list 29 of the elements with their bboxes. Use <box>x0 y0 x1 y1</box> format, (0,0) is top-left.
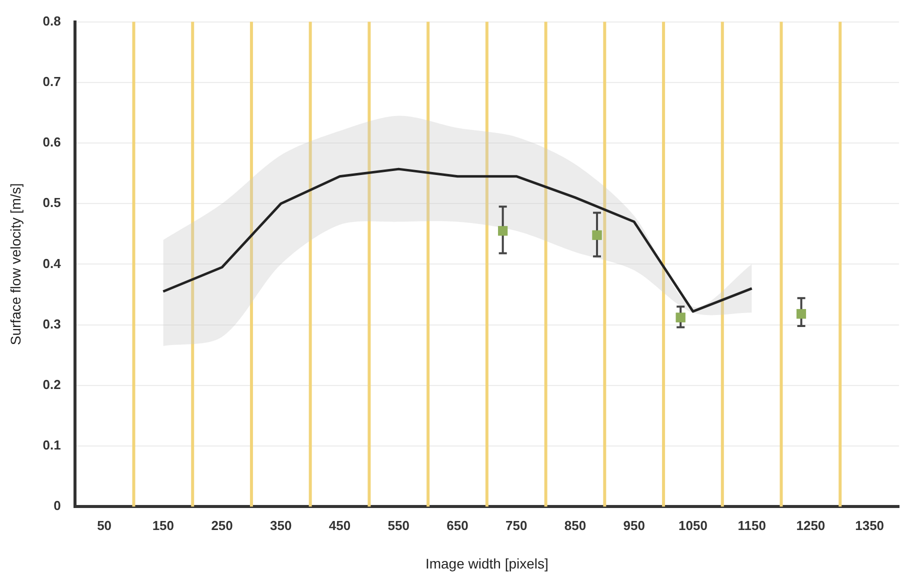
point <box>498 226 508 236</box>
x-tick-label: 50 <box>97 518 112 533</box>
y-tick-label: 0.6 <box>42 134 61 150</box>
y-axis-title: Surface flow velocity [m/s] <box>7 183 24 346</box>
x-tick-label: 1250 <box>796 518 826 533</box>
x-tick-label: 1350 <box>855 518 884 533</box>
x-tick-label: 850 <box>564 518 586 533</box>
y-tick-label: 0.4 <box>42 256 62 271</box>
point <box>796 309 806 319</box>
x-tick-label: 750 <box>506 518 528 533</box>
y-tick-label: 0.5 <box>42 195 61 210</box>
y-tick-label: 0.3 <box>42 316 61 332</box>
y-tick-label: 0 <box>54 498 61 514</box>
x-tick-label: 650 <box>446 518 468 533</box>
x-tick-label: 150 <box>152 518 174 533</box>
x-tick-label: 1150 <box>738 518 766 533</box>
x-tick-label: 450 <box>328 518 351 533</box>
x-tick-label: 1050 <box>678 518 708 533</box>
x-tick-label: 950 <box>623 518 645 533</box>
x-tick-label: 250 <box>211 518 233 533</box>
point <box>676 312 686 322</box>
y-tick-label: 0.1 <box>42 438 61 453</box>
point <box>592 230 602 240</box>
y-tick-label: 0.2 <box>42 376 61 392</box>
y-tick-label: 0.8 <box>42 13 61 28</box>
x-axis-title: Image width [pixels] <box>425 555 548 572</box>
x-tick-label: 350 <box>270 518 292 533</box>
y-tick-label: 0.7 <box>42 74 61 89</box>
x-tick-label: 550 <box>388 518 410 533</box>
